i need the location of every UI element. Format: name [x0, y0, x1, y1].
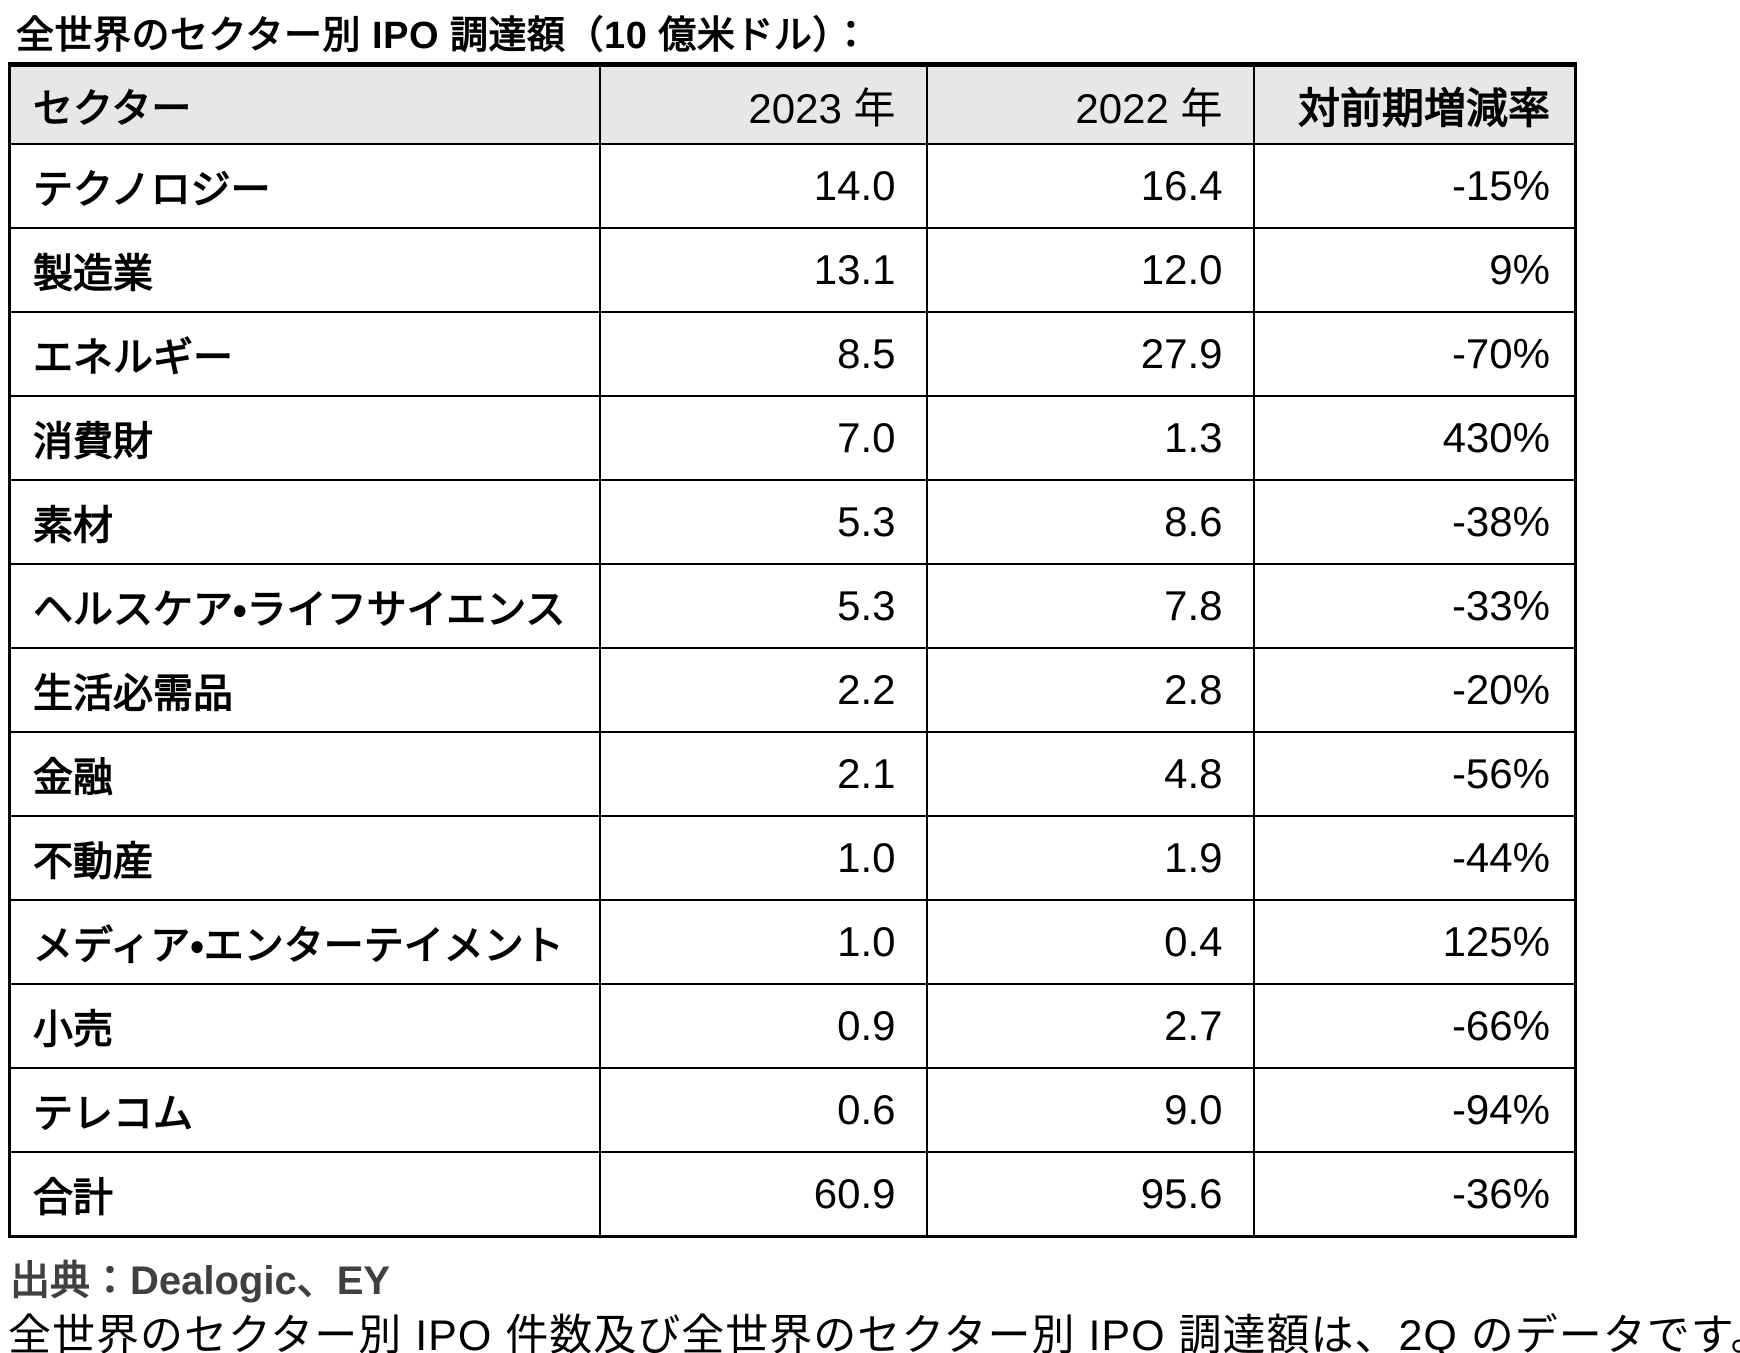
sector-cell: 生活必需品 [8, 647, 601, 733]
table-row: テクノロジー 14.0 16.4 -15% [8, 143, 1577, 229]
sector-cell: 小売 [8, 983, 601, 1069]
table-row: 消費財 7.0 1.3 430% [8, 395, 1577, 481]
table-row: テレコム 0.6 9.0 -94% [8, 1067, 1577, 1153]
change-cell: 125% [1252, 899, 1577, 985]
value-2022-cell: 16.4 [925, 143, 1255, 229]
value-2023-cell: 60.9 [598, 1151, 928, 1238]
page-title: 全世界のセクター別 IPO 調達額（10 億米ドル）： [16, 15, 871, 57]
change-cell: 9% [1252, 227, 1577, 313]
table-row: エネルギー 8.5 27.9 -70% [8, 311, 1577, 397]
table-row: 素材 5.3 8.6 -38% [8, 479, 1577, 565]
value-2022-cell: 2.8 [925, 647, 1255, 733]
change-cell: -66% [1252, 983, 1577, 1069]
note-line: 全世界のセクター別 IPO 件数及び全世界のセクター別 IPO 調達額は、2Q … [8, 1312, 1740, 1353]
change-cell: -70% [1252, 311, 1577, 397]
sector-cell: 消費財 [8, 395, 601, 481]
ipo-sector-table: セクター 2023 年 2022 年 対前期増減率 テクノロジー 14.0 16… [8, 62, 1577, 1238]
value-2022-cell: 9.0 [925, 1067, 1255, 1153]
header-row: セクター 2023 年 2022 年 対前期増減率 [8, 63, 1577, 145]
change-cell: -38% [1252, 479, 1577, 565]
change-cell: -36% [1252, 1151, 1577, 1238]
sector-cell: 合計 [8, 1151, 601, 1238]
sector-cell: テクノロジー [8, 143, 601, 229]
table-row: ヘルスケア・ライフサイエンス 5.3 7.8 -33% [8, 563, 1577, 649]
value-2022-cell: 1.9 [925, 815, 1255, 901]
change-cell: -44% [1252, 815, 1577, 901]
sector-cell: メディア・エンターテイメント [8, 899, 601, 985]
value-2023-cell: 2.1 [598, 731, 928, 817]
table-row: メディア・エンターテイメント 1.0 0.4 125% [8, 899, 1577, 985]
sector-cell: ヘルスケア・ライフサイエンス [8, 563, 601, 649]
table-row-total: 合計 60.9 95.6 -36% [8, 1151, 1577, 1238]
value-2023-cell: 7.0 [598, 395, 928, 481]
value-2022-cell: 7.8 [925, 563, 1255, 649]
change-cell: -56% [1252, 731, 1577, 817]
change-cell: -94% [1252, 1067, 1577, 1153]
column-header-2023: 2023 年 [598, 63, 928, 145]
value-2022-cell: 2.7 [925, 983, 1255, 1069]
sector-cell: 金融 [8, 731, 601, 817]
change-cell: -33% [1252, 563, 1577, 649]
source-line: 出典：Dealogic、EY [10, 1259, 391, 1303]
sector-cell: 製造業 [8, 227, 601, 313]
table-row: 製造業 13.1 12.0 9% [8, 227, 1577, 313]
value-2022-cell: 1.3 [925, 395, 1255, 481]
value-2023-cell: 0.9 [598, 983, 928, 1069]
table-row: 金融 2.1 4.8 -56% [8, 731, 1577, 817]
value-2022-cell: 95.6 [925, 1151, 1255, 1238]
value-2023-cell: 1.0 [598, 815, 928, 901]
value-2022-cell: 8.6 [925, 479, 1255, 565]
sector-cell: 不動産 [8, 815, 601, 901]
column-header-sector: セクター [8, 63, 601, 145]
change-cell: 430% [1252, 395, 1577, 481]
table-row: 不動産 1.0 1.9 -44% [8, 815, 1577, 901]
value-2022-cell: 4.8 [925, 731, 1255, 817]
value-2023-cell: 5.3 [598, 479, 928, 565]
value-2023-cell: 2.2 [598, 647, 928, 733]
column-header-2022: 2022 年 [925, 63, 1255, 145]
value-2022-cell: 0.4 [925, 899, 1255, 985]
value-2022-cell: 27.9 [925, 311, 1255, 397]
value-2023-cell: 5.3 [598, 563, 928, 649]
change-cell: -20% [1252, 647, 1577, 733]
sector-cell: エネルギー [8, 311, 601, 397]
value-2023-cell: 14.0 [598, 143, 928, 229]
value-2023-cell: 0.6 [598, 1067, 928, 1153]
change-cell: -15% [1252, 143, 1577, 229]
value-2023-cell: 8.5 [598, 311, 928, 397]
sector-cell: 素材 [8, 479, 601, 565]
value-2022-cell: 12.0 [925, 227, 1255, 313]
sector-cell: テレコム [8, 1067, 601, 1153]
table-row: 生活必需品 2.2 2.8 -20% [8, 647, 1577, 733]
value-2023-cell: 1.0 [598, 899, 928, 985]
table-row: 小売 0.9 2.7 -66% [8, 983, 1577, 1069]
column-header-change: 対前期増減率 [1252, 63, 1577, 145]
value-2023-cell: 13.1 [598, 227, 928, 313]
